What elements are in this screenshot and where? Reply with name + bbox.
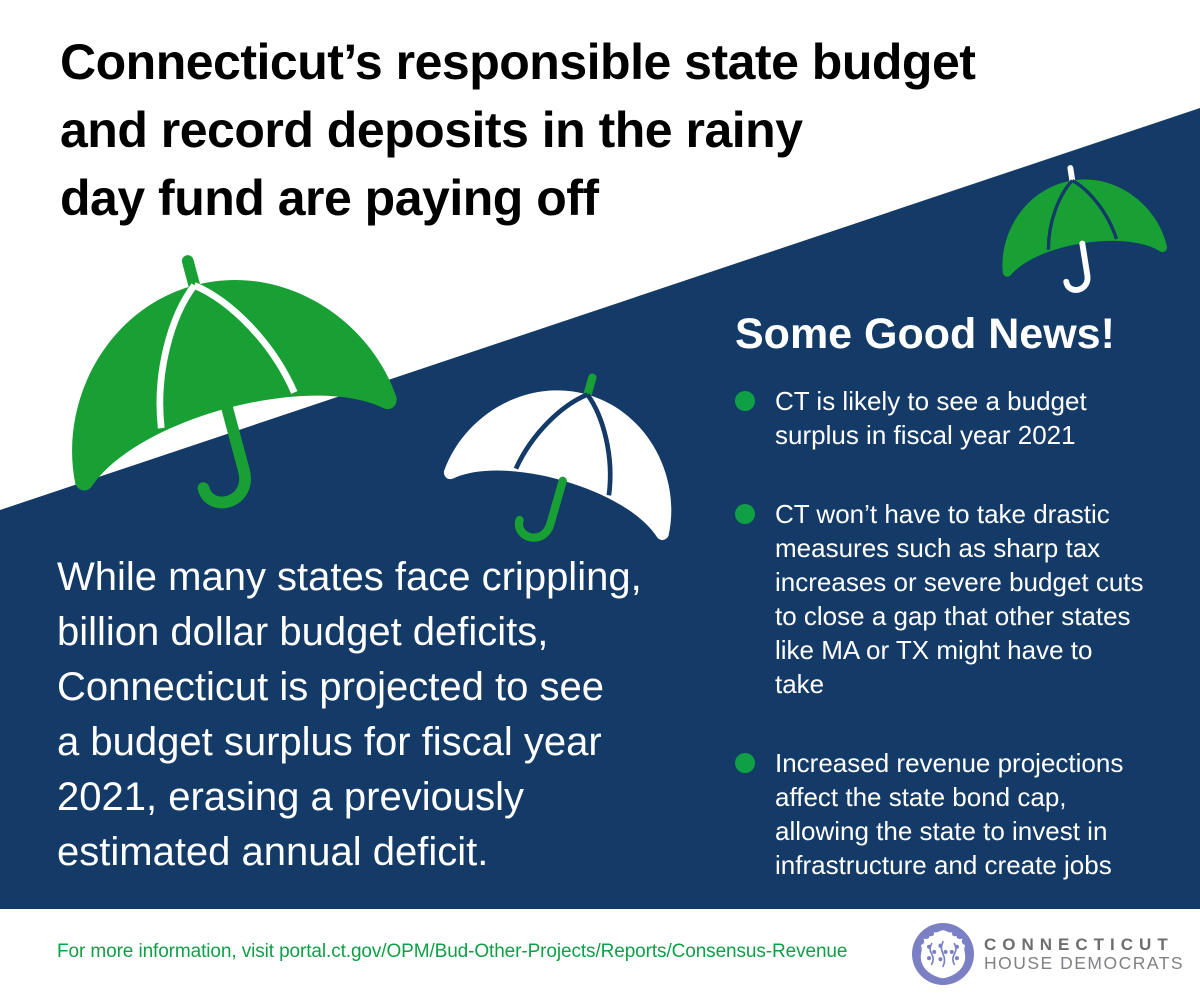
logo-wordmark: CONNECTICUT HOUSE DEMOCRATS [984,935,1184,973]
good-news-title: Some Good News! [735,310,1115,358]
ct-house-democrats-logo: CONNECTICUT HOUSE DEMOCRATS [912,923,1184,985]
bullet-text: CT is likely to see a budget surplus in … [775,386,1087,450]
footer-info-text: For more information, visit portal.ct.go… [57,941,848,962]
umbrella-small-green-icon [987,151,1176,320]
intro-paragraph: While many states face crippling, billio… [57,555,642,874]
logo-line1: CONNECTICUT [984,935,1174,954]
umbrella-large-green-icon [23,209,422,575]
bullet-item-revenue-projections: Increased revenue projections affect the… [735,746,1155,882]
page-title: Connecticut’s responsible state budget a… [60,34,976,226]
bullet-dot-icon [735,753,755,773]
bullet-dot-icon [735,391,755,411]
logo-line2: HOUSE DEMOCRATS [984,953,1185,973]
bullet-item-surplus: CT is likely to see a budget surplus in … [735,384,1155,452]
bullet-text: Increased revenue projections affect the… [775,748,1124,880]
connecticut-seal-icon [912,923,974,985]
umbrella-white-icon [425,339,708,599]
bullet-text: CT won’t have to take drastic measures s… [775,499,1144,699]
bullet-item-no-drastic-measures: CT won’t have to take drastic measures s… [735,497,1155,701]
bullet-dot-icon [735,504,755,524]
good-news-section: Some Good News! CT is likely to see a bu… [735,308,1155,882]
